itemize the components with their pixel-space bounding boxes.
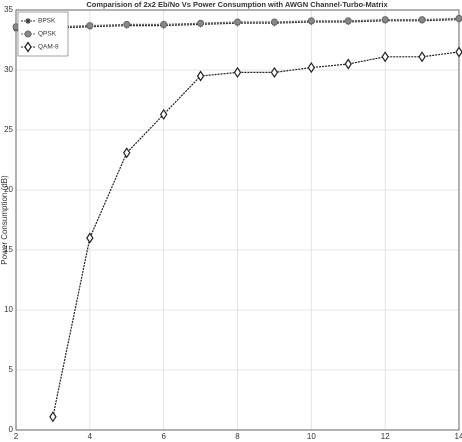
y-tick-label: 5	[9, 365, 14, 374]
x-tick-label: 10	[307, 432, 316, 441]
data-point	[455, 46, 462, 58]
data-point	[160, 20, 168, 28]
legend-label: QAM-8	[38, 44, 59, 51]
x-tick-label: 4	[88, 432, 93, 441]
y-tick-label: 15	[4, 245, 13, 254]
data-point	[418, 51, 426, 63]
data-point	[270, 18, 278, 26]
data-point	[86, 232, 94, 244]
data-point	[381, 16, 389, 24]
data-point	[381, 51, 389, 63]
y-tick-label: 10	[4, 305, 13, 314]
legend-marker	[25, 18, 31, 24]
data-point	[270, 66, 279, 78]
data-point	[234, 18, 241, 26]
data-point	[123, 147, 131, 159]
legend-marker	[24, 41, 32, 53]
x-tick-label: 14	[455, 432, 462, 441]
legend-label: BPSK	[38, 18, 56, 25]
chart-title: Comparision of 2x2 Eb/No Vs Power Consum…	[86, 0, 388, 9]
data-point	[418, 16, 426, 24]
y-tick-label: 25	[4, 125, 13, 134]
y-tick-label: 20	[4, 185, 13, 194]
x-tick-label: 6	[161, 432, 166, 441]
data-point	[86, 22, 94, 30]
data-point	[344, 17, 352, 25]
data-point	[159, 108, 168, 120]
y-axis-label: Power Consumption (dB)	[0, 175, 9, 265]
data-point	[197, 19, 205, 27]
data-point	[196, 70, 205, 82]
y-tick-label: 30	[4, 65, 13, 74]
data-point	[455, 14, 462, 22]
x-tick-label: 8	[235, 432, 240, 441]
legend-marker	[24, 30, 32, 38]
data-point	[307, 17, 315, 25]
x-tick-label: 2	[14, 432, 19, 441]
x-tick-label: 12	[381, 432, 390, 441]
data-point	[307, 62, 316, 74]
data-point	[49, 411, 57, 423]
data-point	[344, 58, 352, 70]
data-point	[123, 20, 131, 28]
plot-frame	[15, 9, 460, 431]
y-tick-label: 35	[4, 5, 13, 14]
y-tick-label: 0	[9, 425, 14, 434]
series-line	[52, 51, 460, 417]
data-point	[233, 66, 242, 78]
legend-label: QPSK	[38, 31, 57, 38]
